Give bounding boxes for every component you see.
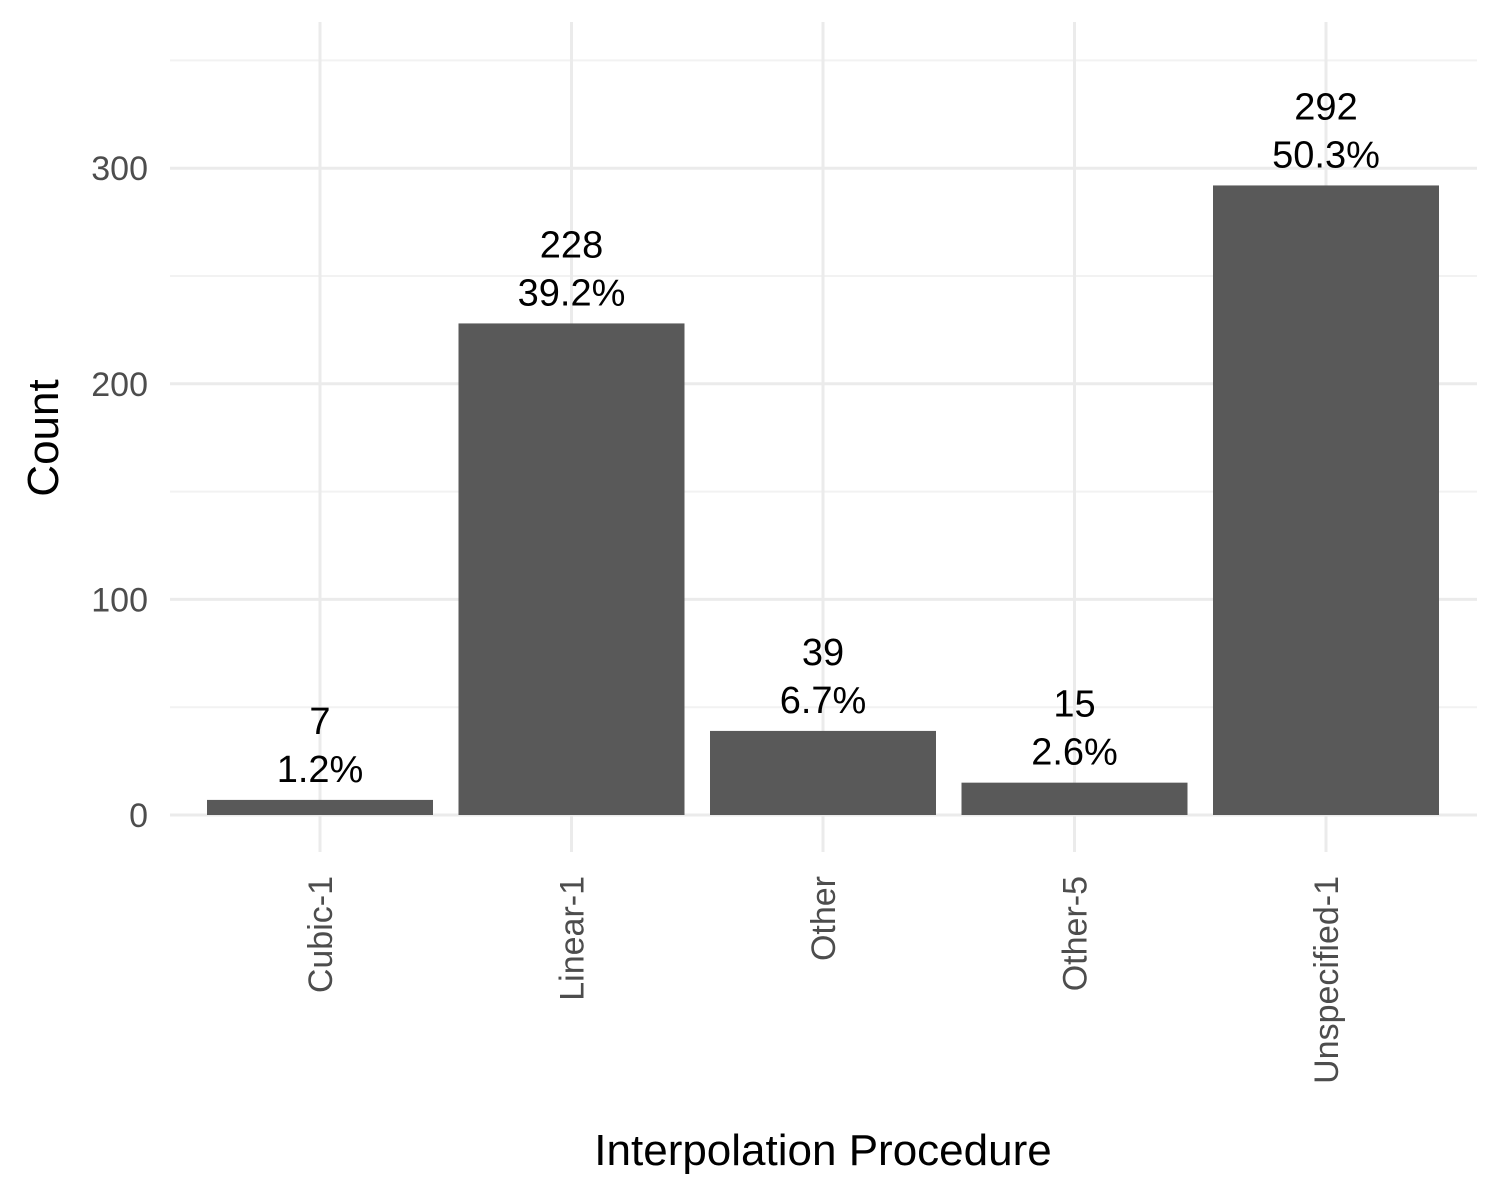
bar-percent-label: 50.3% <box>1272 134 1380 176</box>
bars <box>207 185 1439 815</box>
x-tick-label: Other <box>805 876 843 961</box>
bar-percent-label: 2.6% <box>1031 732 1118 774</box>
data-labels: 7 1.2% 228 39.2% 39 6.7% 15 2.6% 292 50.3% <box>277 86 1380 790</box>
bar-other <box>710 730 936 815</box>
bar-percent-label: 1.2% <box>277 749 364 791</box>
y-tick-label: 300 <box>91 150 148 188</box>
bar-count-label: 228 <box>540 224 603 266</box>
y-axis-title: Count <box>19 379 68 496</box>
bar-percent-label: 39.2% <box>518 272 626 314</box>
bar-count-label: 39 <box>802 632 844 674</box>
bar-linear-1 <box>458 323 685 815</box>
x-tick-label: Unspecified-1 <box>1308 876 1346 1084</box>
x-axis-ticks: Cubic-1 Linear-1 Other Other-5 Unspecified-1 <box>302 876 1346 1084</box>
x-tick-label: Linear-1 <box>554 876 592 1001</box>
y-tick-label: 100 <box>91 581 148 619</box>
bar-unspecified-1 <box>1213 185 1439 815</box>
bar-count-label: 292 <box>1294 86 1357 128</box>
bar-cubic-1 <box>207 799 433 815</box>
bar-other-5 <box>961 782 1188 815</box>
x-tick-label: Other-5 <box>1057 876 1095 991</box>
y-axis-ticks: 0 100 200 300 <box>91 150 148 835</box>
bar-count-label: 15 <box>1053 684 1095 726</box>
bar-percent-label: 6.7% <box>780 680 867 722</box>
x-axis-title: Interpolation Procedure <box>594 1126 1051 1175</box>
bar-count-label: 7 <box>309 701 330 743</box>
x-tick-label: Cubic-1 <box>302 876 340 993</box>
y-tick-label: 0 <box>129 797 148 835</box>
y-tick-label: 200 <box>91 366 148 404</box>
